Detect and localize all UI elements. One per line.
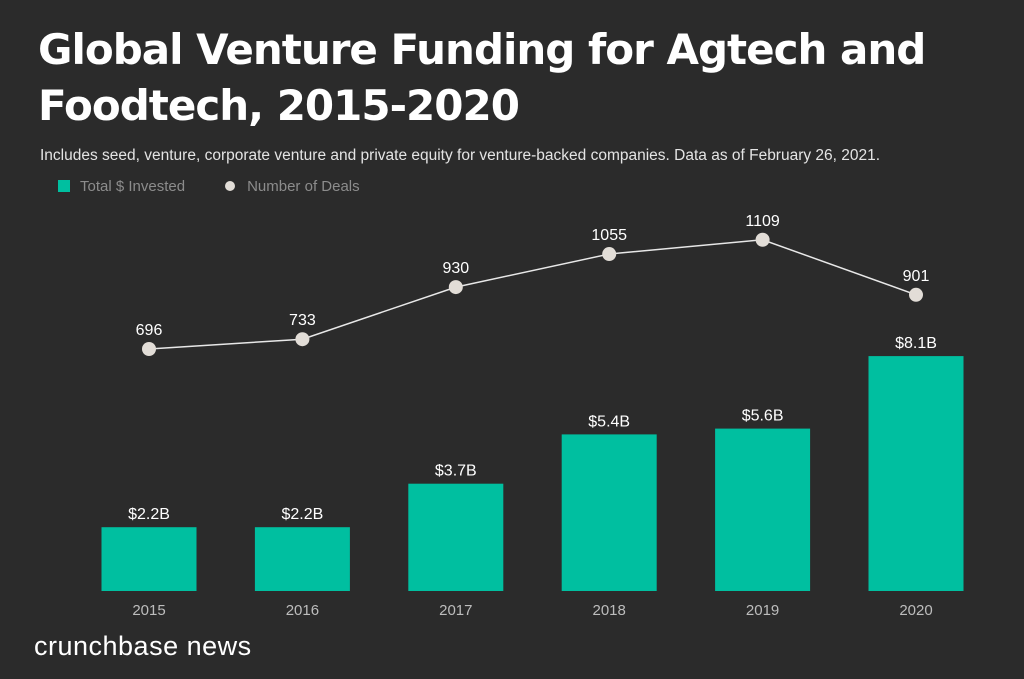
bar-2018 <box>561 434 657 591</box>
bar-2016 <box>254 527 350 591</box>
deals-point-2017 <box>448 280 463 295</box>
deals-label-2018: 1055 <box>591 227 627 244</box>
deals-point-2018 <box>602 247 617 262</box>
x-tick-2015: 2015 <box>132 602 165 619</box>
brand-logo: crunchbase news <box>34 631 252 661</box>
legend: Total $ Invested Number of Deals <box>58 176 400 196</box>
deals-point-2019 <box>755 232 770 247</box>
deals-line <box>148 238 917 350</box>
bar-label-2020: $8.1B <box>895 335 937 352</box>
bar-2019 <box>715 428 811 591</box>
deals-point-2020 <box>909 287 923 302</box>
legend-item-invested: Total $ Invested <box>58 178 185 195</box>
deals-label-2017: 930 <box>442 260 469 277</box>
bar-2020 <box>868 356 964 591</box>
bar-label-2015: $2.2B <box>128 506 170 523</box>
chart-title: Global Venture Funding for Agtech and Fo… <box>38 25 926 130</box>
legend-label-invested: Total $ Invested <box>80 177 186 195</box>
legend-item-deals: Number of Deals <box>225 178 360 195</box>
x-tick-2019: 2019 <box>746 602 779 619</box>
chart-subtitle: Includes seed, venture, corporate ventur… <box>40 147 881 164</box>
x-tick-2018: 2018 <box>593 602 626 619</box>
x-tick-2017: 2017 <box>439 602 472 619</box>
bar-label-2019: $5.6B <box>742 408 784 425</box>
deals-point-2015 <box>142 342 156 356</box>
deals-label-2019: 1109 <box>745 213 780 230</box>
deals-label-2020: 901 <box>903 268 930 285</box>
legend-label-deals: Number of Deals <box>247 177 360 195</box>
bar-label-2017: $3.7B <box>435 463 477 480</box>
deals-point-2016 <box>295 332 310 347</box>
legend-swatch-invested <box>58 180 70 192</box>
bar-label-2016: $2.2B <box>281 506 323 523</box>
legend-swatch-deals <box>225 181 236 191</box>
deals-label-2015: 696 <box>136 322 163 339</box>
x-tick-2016: 2016 <box>286 602 319 619</box>
x-tick-2020: 2020 <box>899 602 932 619</box>
bar-2017 <box>408 483 504 591</box>
bar-label-2018: $5.4B <box>588 413 630 430</box>
deals-label-2016: 733 <box>289 312 316 329</box>
bar-2015 <box>101 527 197 591</box>
